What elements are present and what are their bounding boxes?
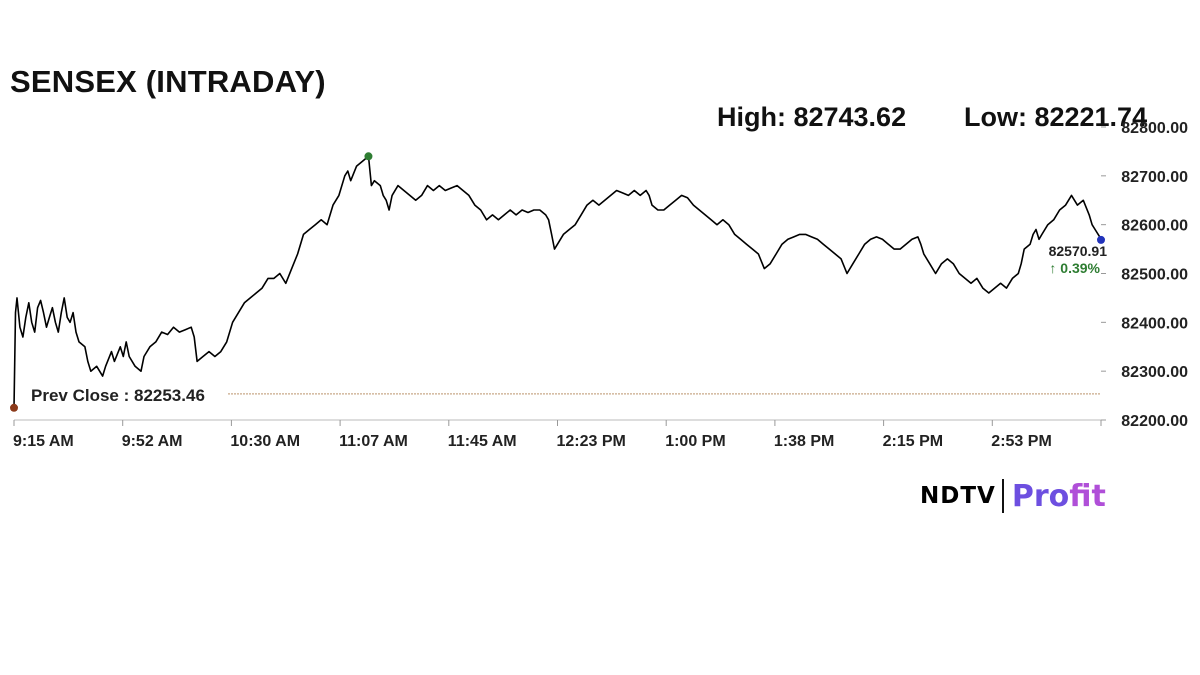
y-tick-label: 82800.00	[1121, 120, 1188, 137]
y-tick-label: 82400.00	[1121, 315, 1188, 332]
x-tick-label: 2:53 PM	[991, 433, 1051, 450]
series-line	[13, 155, 1102, 408]
low-marker	[10, 403, 18, 412]
logo-profit-part-a: Pro	[1011, 478, 1070, 514]
y-tick-label: 82500.00	[1121, 267, 1188, 284]
x-tick-label: 2:15 PM	[883, 433, 943, 450]
logo-profit-text: Profit	[1012, 479, 1106, 514]
y-tick-label: 82200.00	[1121, 413, 1188, 430]
y-tick-label: 82300.00	[1121, 364, 1188, 381]
change-percent-label: ↑ 0.39%	[1049, 260, 1100, 276]
x-tick-label: 11:07 AM	[339, 433, 408, 450]
chart-title: SENSEX (INTRADAY)	[10, 64, 326, 99]
prev-close-label: Prev Close : 82253.46	[31, 386, 205, 405]
x-tick-label: 10:30 AM	[230, 433, 300, 450]
x-tick-label: 12:23 PM	[557, 433, 626, 450]
x-tick-label: 9:52 AM	[122, 433, 183, 450]
x-tick-label: 11:45 AM	[448, 433, 517, 450]
logo-divider	[1001, 479, 1004, 513]
logo-ndtv-text: NDTV	[920, 483, 996, 509]
logo-profit-part-b: fit	[1069, 478, 1106, 514]
x-tick-label: 1:38 PM	[774, 433, 834, 450]
last-value-label: 82570.91	[1049, 243, 1108, 259]
last-value-marker	[1097, 235, 1105, 244]
ndtv-profit-logo: NDTV Profit	[920, 476, 1106, 516]
y-tick-label: 82600.00	[1121, 218, 1188, 235]
x-tick-label: 1:00 PM	[665, 433, 725, 450]
y-tick-label: 82700.00	[1121, 169, 1188, 186]
x-tick-label: 9:15 AM	[13, 433, 74, 450]
low-label: Low: 82221.74	[964, 102, 1148, 132]
high-marker	[364, 152, 373, 161]
high-label: High: 82743.62	[717, 102, 907, 132]
